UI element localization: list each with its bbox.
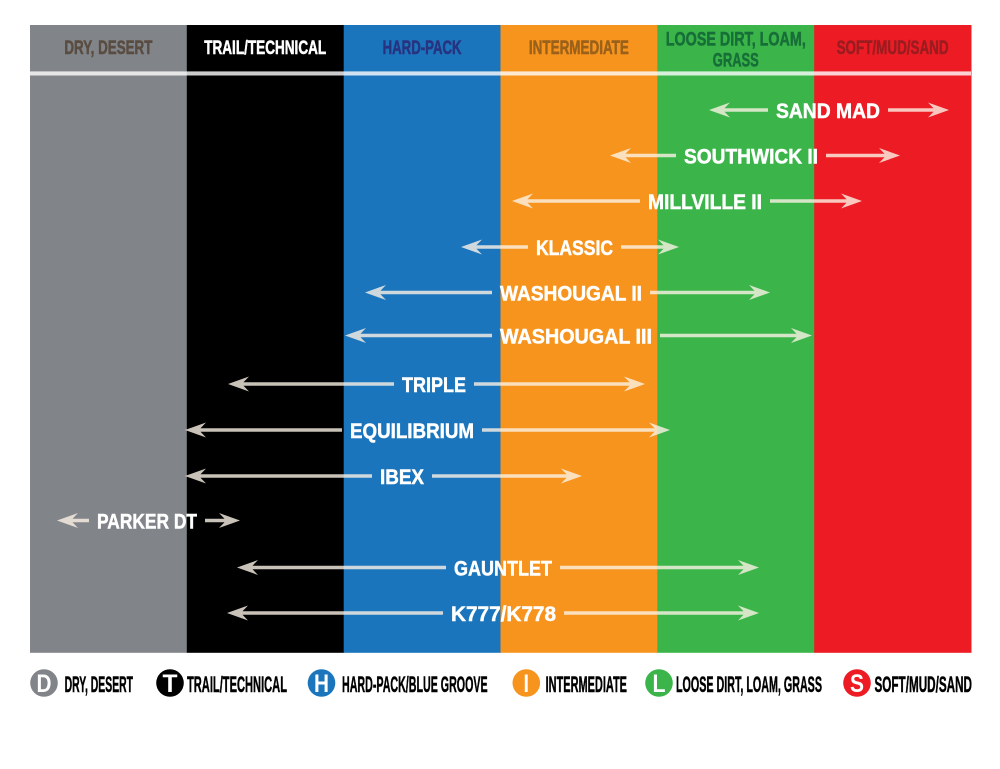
svg-text:DRY, DESERT: DRY, DESERT [65,672,134,697]
svg-text:WASHOUGAL III: WASHOUGAL III [500,324,652,348]
svg-text:K777/K778: K777/K778 [451,602,556,626]
svg-text:IBEX: IBEX [380,465,425,489]
svg-text:T: T [163,670,178,698]
svg-text:PARKER DT: PARKER DT [97,509,197,533]
svg-text:SOFT/MUD/SAND: SOFT/MUD/SAND [875,672,973,697]
svg-text:INTERMEDIATE: INTERMEDIATE [529,37,629,59]
svg-text:HARD-PACK/BLUE GROOVE: HARD-PACK/BLUE GROOVE [342,672,488,697]
svg-text:SAND MAD: SAND MAD [776,99,880,123]
svg-text:INTERMEDIATE: INTERMEDIATE [546,672,627,697]
svg-text:KLASSIC: KLASSIC [536,236,613,260]
svg-text:TRAIL/TECHNICAL: TRAIL/TECHNICAL [187,672,287,697]
svg-text:MILLVILLE II: MILLVILLE II [648,190,762,214]
svg-text:H: H [314,670,329,698]
svg-text:L: L [653,670,666,698]
svg-text:D: D [37,670,52,698]
svg-text:S: S [850,670,864,698]
svg-text:LOOSE DIRT, LOAM,: LOOSE DIRT, LOAM, [666,29,806,51]
svg-text:GAUNTLET: GAUNTLET [454,556,552,580]
svg-text:SOUTHWICK II: SOUTHWICK II [684,144,818,168]
svg-text:TRAIL/TECHNICAL: TRAIL/TECHNICAL [204,37,326,59]
svg-text:LOOSE DIRT, LOAM, GRASS: LOOSE DIRT, LOAM, GRASS [676,672,822,697]
svg-text:DRY, DESERT: DRY, DESERT [64,37,152,59]
svg-text:GRASS: GRASS [713,50,759,72]
svg-text:HARD-PACK: HARD-PACK [383,37,462,59]
svg-text:I: I [524,670,530,698]
svg-text:WASHOUGAL II: WASHOUGAL II [500,281,642,305]
svg-text:SOFT/MUD/SAND: SOFT/MUD/SAND [837,37,949,59]
svg-text:TRIPLE: TRIPLE [402,373,466,397]
svg-text:EQUILIBRIUM: EQUILIBRIUM [350,419,474,443]
